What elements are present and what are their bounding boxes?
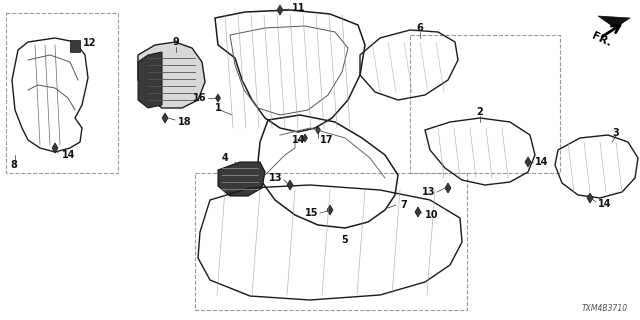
Polygon shape — [138, 52, 162, 108]
Bar — [195, 173, 467, 310]
Text: 17: 17 — [320, 135, 333, 145]
Text: 16: 16 — [193, 93, 206, 103]
Text: 5: 5 — [342, 235, 348, 245]
Text: 14: 14 — [62, 150, 76, 160]
Text: 2: 2 — [477, 107, 483, 117]
Text: 13: 13 — [422, 187, 435, 197]
Polygon shape — [277, 5, 283, 15]
Bar — [6, 13, 118, 173]
Text: TXM4B3710: TXM4B3710 — [582, 304, 628, 313]
Polygon shape — [303, 134, 307, 142]
Text: 3: 3 — [612, 128, 619, 138]
Text: FR.: FR. — [590, 31, 613, 49]
Text: 1: 1 — [215, 103, 221, 113]
Text: 14: 14 — [598, 199, 611, 209]
Text: 14: 14 — [535, 157, 548, 167]
Text: 10: 10 — [425, 210, 438, 220]
Polygon shape — [287, 180, 293, 190]
Polygon shape — [445, 183, 451, 193]
Polygon shape — [316, 126, 321, 134]
Text: 7: 7 — [400, 200, 407, 210]
Text: 9: 9 — [173, 37, 179, 47]
Text: 18: 18 — [178, 117, 191, 127]
Polygon shape — [138, 42, 205, 108]
Text: 13: 13 — [269, 173, 282, 183]
Text: 6: 6 — [417, 23, 424, 33]
Polygon shape — [70, 40, 80, 52]
Polygon shape — [587, 193, 593, 203]
Polygon shape — [415, 207, 421, 217]
Text: 8: 8 — [10, 160, 17, 170]
Text: 12: 12 — [83, 38, 97, 48]
Polygon shape — [327, 205, 333, 215]
Text: 15: 15 — [305, 208, 318, 218]
Bar — [410, 35, 560, 173]
Polygon shape — [218, 162, 265, 196]
Polygon shape — [162, 113, 168, 123]
Text: 11: 11 — [292, 3, 305, 13]
Text: 4: 4 — [221, 153, 228, 163]
Polygon shape — [598, 16, 630, 28]
Polygon shape — [52, 143, 58, 153]
Text: 14: 14 — [292, 135, 305, 145]
Polygon shape — [525, 157, 531, 167]
Polygon shape — [216, 94, 220, 102]
